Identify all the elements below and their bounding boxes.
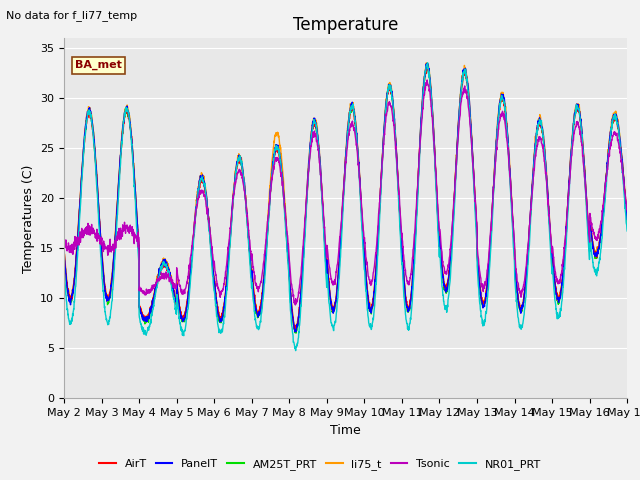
- NR01_PRT: [362, 288, 370, 293]
- Line: Tsonic: Tsonic: [64, 80, 627, 305]
- li75_t: [510, 234, 518, 240]
- AM25T_PRT: [589, 245, 597, 251]
- Legend: AirT, PanelT, AM25T_PRT, li75_t, Tsonic, NR01_PRT: AirT, PanelT, AM25T_PRT, li75_t, Tsonic,…: [95, 455, 545, 474]
- Tsonic: [574, 119, 582, 125]
- Line: PanelT: PanelT: [64, 63, 627, 332]
- PanelT: [510, 236, 518, 241]
- PanelT: [362, 276, 370, 282]
- AM25T_PRT: [623, 221, 631, 227]
- NR01_PRT: [374, 241, 382, 247]
- AirT: [510, 236, 518, 241]
- NR01_PRT: [574, 105, 582, 111]
- AM25T_PRT: [574, 105, 582, 111]
- Text: BA_met: BA_met: [76, 60, 122, 70]
- Line: li75_t: li75_t: [64, 63, 627, 329]
- NR01_PRT: [510, 248, 518, 253]
- AM25T_PRT: [362, 277, 370, 283]
- AM25T_PRT: [292, 330, 300, 336]
- AM25T_PRT: [60, 252, 68, 257]
- AM25T_PRT: [510, 237, 518, 242]
- AM25T_PRT: [423, 64, 431, 70]
- li75_t: [589, 245, 597, 251]
- AirT: [374, 230, 382, 236]
- AirT: [362, 274, 370, 279]
- NR01_PRT: [589, 265, 597, 271]
- AM25T_PRT: [217, 320, 225, 325]
- PanelT: [217, 316, 225, 322]
- NR01_PRT: [292, 348, 300, 353]
- PanelT: [623, 216, 631, 222]
- Text: No data for f_li77_temp: No data for f_li77_temp: [6, 10, 138, 21]
- NR01_PRT: [60, 265, 68, 271]
- Tsonic: [374, 217, 382, 223]
- Tsonic: [217, 288, 225, 294]
- li75_t: [217, 317, 225, 323]
- PanelT: [374, 228, 382, 233]
- Line: AM25T_PRT: AM25T_PRT: [64, 67, 627, 333]
- li75_t: [374, 226, 382, 232]
- Tsonic: [510, 228, 518, 234]
- NR01_PRT: [424, 60, 431, 66]
- AirT: [60, 249, 68, 255]
- Y-axis label: Temperatures (C): Temperatures (C): [22, 164, 35, 273]
- AirT: [292, 328, 300, 334]
- PanelT: [589, 246, 597, 252]
- li75_t: [60, 246, 68, 252]
- NR01_PRT: [623, 228, 631, 234]
- AirT: [424, 63, 432, 69]
- Tsonic: [292, 302, 300, 308]
- PanelT: [423, 60, 431, 66]
- Line: NR01_PRT: NR01_PRT: [64, 63, 627, 350]
- AirT: [217, 315, 225, 321]
- PanelT: [60, 250, 68, 256]
- AirT: [589, 244, 597, 250]
- Tsonic: [623, 208, 631, 214]
- Tsonic: [589, 230, 597, 236]
- li75_t: [362, 275, 370, 280]
- AirT: [574, 108, 582, 114]
- Tsonic: [362, 255, 370, 261]
- AirT: [623, 215, 631, 220]
- li75_t: [623, 213, 631, 219]
- Title: Temperature: Temperature: [293, 16, 398, 34]
- AM25T_PRT: [374, 230, 382, 236]
- NR01_PRT: [217, 329, 225, 335]
- Tsonic: [423, 77, 431, 83]
- X-axis label: Time: Time: [330, 424, 361, 437]
- li75_t: [574, 101, 582, 107]
- PanelT: [574, 101, 582, 107]
- Line: AirT: AirT: [64, 66, 627, 331]
- li75_t: [292, 326, 300, 332]
- Tsonic: [60, 231, 68, 237]
- PanelT: [291, 329, 299, 335]
- li75_t: [422, 60, 430, 66]
